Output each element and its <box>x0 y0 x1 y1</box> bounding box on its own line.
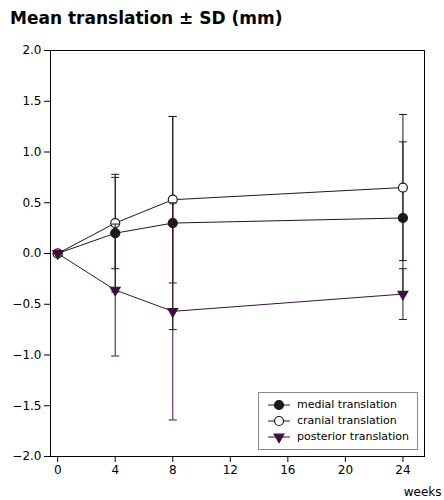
svg-text:12: 12 <box>223 463 238 477</box>
svg-text:0.0: 0.0 <box>22 246 41 260</box>
svg-text:20: 20 <box>338 463 353 477</box>
svg-text:16: 16 <box>280 463 295 477</box>
html-text:Mean translation ± SD (mm): Mean translation ± SD (mm) <box>10 8 283 28</box>
svg-text:−0.5: −0.5 <box>12 297 41 311</box>
svg-text:−1.0: −1.0 <box>12 348 41 362</box>
svg-text:4: 4 <box>111 463 119 477</box>
svg-text:weeks: weeks <box>404 485 442 499</box>
svg-text:−2.0: −2.0 <box>12 449 41 463</box>
svg-text:2.0: 2.0 <box>22 43 41 57</box>
svg-text:−1.5: −1.5 <box>12 399 41 413</box>
svg-text:1.0: 1.0 <box>22 145 41 159</box>
html-text:medial translation: medial translation <box>297 398 397 411</box>
svg-text:1.5: 1.5 <box>22 94 41 108</box>
svg-text:0: 0 <box>54 463 62 477</box>
html-text:cranial translation: cranial translation <box>297 414 397 427</box>
svg-text:24: 24 <box>395 463 410 477</box>
svg-text:0.5: 0.5 <box>22 196 41 210</box>
svg-text:8: 8 <box>169 463 177 477</box>
html-text:posterior translation: posterior translation <box>297 430 409 443</box>
